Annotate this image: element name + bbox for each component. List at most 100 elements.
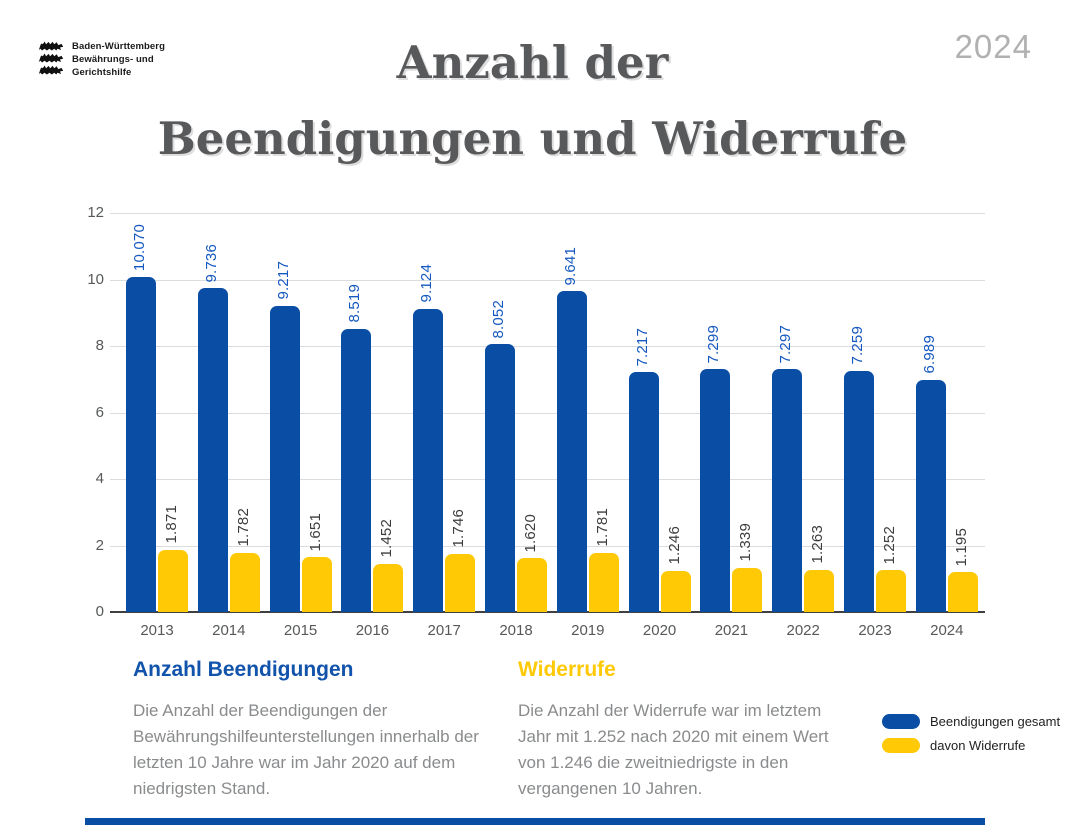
bar-beendigungen-2024 — [915, 379, 946, 612]
bar-beendigungen-2016 — [341, 328, 372, 612]
bar-beendigungen-2013 — [126, 277, 156, 612]
bar-label-beendigungen-2016: 8.519 — [346, 284, 364, 323]
legend-label: davon Widerrufe — [930, 738, 1026, 753]
bar-label-beendigungen-2018: 8.052 — [490, 299, 507, 339]
bar-label-widerrufe-2019: 1.781 — [593, 508, 611, 547]
bar-label-beendigungen-2013: 10.070 — [131, 224, 148, 272]
y-axis-tick-4: 4 — [95, 470, 104, 487]
logo-line-3: Gerichtshilfe — [72, 67, 132, 78]
legend-item-beendigungen: Beendigungen gesamt — [882, 714, 1060, 729]
bar-widerrufe-2018 — [517, 558, 547, 612]
bar-label-widerrufe-2021: 1.339 — [737, 522, 755, 562]
bar-label-beendigungen-2014: 9.736 — [202, 243, 220, 283]
bar-label-widerrufe-2020: 1.246 — [665, 526, 683, 565]
note-body-beendigungen: Die Anzahl der Beendigungen der Bewährun… — [133, 701, 479, 798]
x-axis-label-2016: 2016 — [355, 622, 390, 639]
x-axis-label-2018: 2018 — [499, 622, 533, 639]
gridline-8 — [110, 346, 985, 347]
gridline-12 — [110, 213, 985, 214]
bar-label-beendigungen-2019: 9.641 — [561, 246, 579, 286]
note-body-widerrufe: Die Anzahl der Widerrufe war im letztem … — [518, 701, 829, 798]
bar-beendigungen-2015 — [269, 305, 300, 612]
bar-label-widerrufe-2024: 1.195 — [952, 527, 970, 567]
lion-icon — [38, 65, 64, 75]
page-title-line1: Anzahl der — [396, 36, 669, 89]
year-badge: 2024 — [954, 28, 1032, 65]
y-axis-tick-8: 8 — [95, 337, 104, 354]
bar-widerrufe-2014 — [229, 552, 260, 612]
gridline-4 — [110, 479, 985, 480]
note-heading-widerrufe: Widerrufe — [518, 658, 616, 681]
bar-beendigungen-2018 — [485, 344, 515, 612]
y-axis-tick-0: 0 — [95, 603, 104, 620]
bar-label-widerrufe-2018: 1.620 — [522, 513, 539, 553]
bar-label-widerrufe-2023: 1.252 — [881, 525, 898, 565]
gridline-10 — [110, 279, 985, 281]
bar-label-beendigungen-2024: 6.989 — [920, 335, 938, 374]
x-axis-label-2020: 2020 — [642, 622, 677, 639]
logo-line-2: Bewährungs- und — [72, 54, 154, 65]
x-axis-label-2023: 2023 — [858, 622, 892, 639]
bar-label-widerrufe-2013: 1.871 — [163, 505, 180, 544]
bar-label-widerrufe-2022: 1.263 — [809, 525, 827, 565]
bw-logo: Baden-Württemberg Bewährungs- und Gerich… — [38, 40, 165, 79]
logo-line-1: Baden-Württemberg — [72, 41, 166, 52]
footer-accent-bar — [85, 818, 985, 825]
bar-beendigungen-2022 — [772, 369, 803, 612]
x-axis-label-2022: 2022 — [786, 622, 820, 639]
bar-widerrufe-2016 — [373, 563, 404, 612]
bar-widerrufe-2013 — [158, 549, 188, 612]
gridline-6 — [110, 412, 985, 414]
note-heading-beendigungen: Anzahl Beendigungen — [133, 658, 354, 681]
x-axis-label-2017: 2017 — [427, 622, 461, 639]
bar-widerrufe-2023 — [876, 570, 906, 612]
x-axis-label-2024: 2024 — [930, 622, 964, 639]
bar-beendigungen-2019 — [556, 291, 587, 612]
bar-label-beendigungen-2015: 9.217 — [274, 261, 292, 300]
gridline-0 — [110, 611, 985, 613]
bar-widerrufe-2022 — [804, 570, 835, 612]
bar-widerrufe-2020 — [660, 570, 691, 612]
legend-label: Beendigungen gesamt — [930, 714, 1061, 729]
y-axis-tick-2: 2 — [95, 536, 104, 554]
bar-beendigungen-2014 — [197, 288, 228, 612]
bar-widerrufe-2015 — [301, 557, 332, 612]
bar-label-widerrufe-2015: 1.651 — [306, 512, 324, 552]
bar-beendigungen-2021 — [700, 369, 731, 612]
x-axis-label-2015: 2015 — [283, 622, 318, 639]
bar-label-beendigungen-2020: 7.217 — [633, 327, 651, 367]
page-title-line2: Beendigungen und Widerrufe — [157, 112, 908, 165]
bar-beendigungen-2017 — [413, 308, 444, 612]
bar-beendigungen-2023 — [844, 370, 874, 612]
bar-label-widerrufe-2014: 1.782 — [234, 508, 252, 547]
bar-label-widerrufe-2017: 1.746 — [450, 509, 468, 548]
x-axis-label-2021: 2021 — [714, 622, 749, 639]
bar-label-widerrufe-2016: 1.452 — [378, 519, 396, 558]
y-axis-tick-6: 6 — [95, 403, 104, 421]
x-axis-label-2014: 2014 — [212, 622, 246, 639]
bar-widerrufe-2024 — [947, 572, 978, 612]
bar-widerrufe-2017 — [445, 553, 476, 612]
legend-swatch-yellow — [882, 738, 920, 753]
x-axis-label-2019: 2019 — [571, 622, 605, 639]
chart-legend: Beendigungen gesamt davon Widerrufe — [882, 714, 1060, 753]
legend-swatch-blue — [882, 714, 920, 729]
bw-lions-icon — [38, 40, 64, 75]
x-axis-label-2013: 2013 — [140, 622, 174, 639]
bar-label-beendigungen-2022: 7.297 — [777, 324, 795, 364]
bar-label-beendigungen-2021: 7.299 — [705, 324, 723, 364]
bar-label-beendigungen-2017: 9.124 — [418, 264, 436, 303]
bar-widerrufe-2019 — [588, 552, 619, 612]
legend-item-widerrufe: davon Widerrufe — [882, 738, 1060, 753]
y-axis-tick-10: 10 — [87, 270, 104, 288]
bar-widerrufe-2021 — [732, 567, 763, 612]
bar-label-beendigungen-2023: 7.259 — [849, 326, 866, 365]
lion-icon — [38, 41, 64, 51]
logo-text: Baden-Württemberg Bewährungs- und Gerich… — [72, 40, 165, 79]
y-axis-tick-12: 12 — [87, 204, 104, 221]
gridline-2 — [110, 545, 985, 547]
lion-icon — [38, 53, 64, 63]
bar-beendigungen-2020 — [628, 372, 659, 612]
